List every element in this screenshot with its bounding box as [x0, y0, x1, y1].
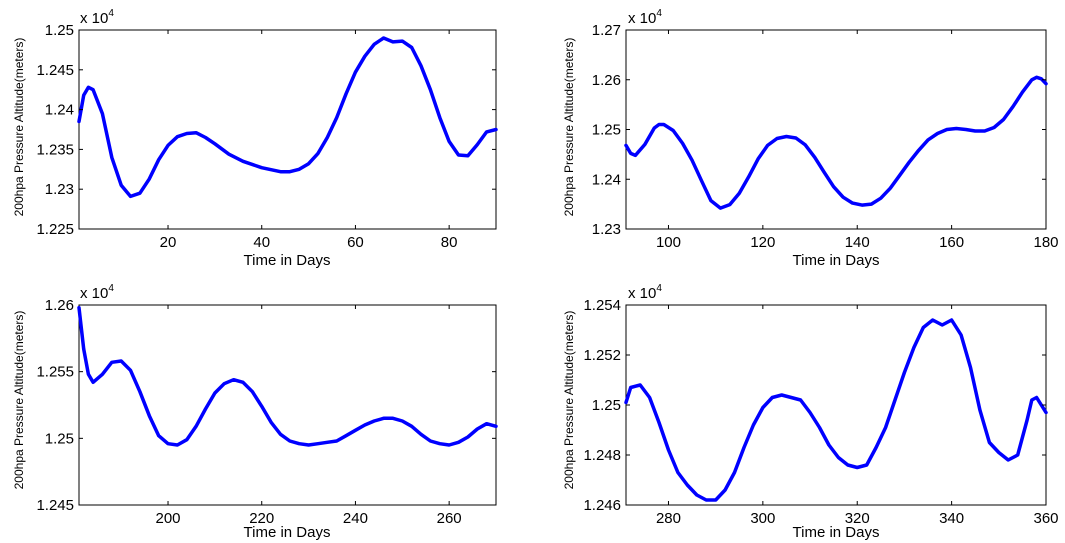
y-tick-label: 1.25 [592, 397, 621, 414]
x-tick-label: 160 [939, 234, 964, 251]
x-tick-label: 200 [156, 510, 181, 527]
x-tick-label: 220 [249, 510, 274, 527]
x-tick-label: 140 [845, 234, 870, 251]
y-multiplier-label: x 104 [80, 283, 114, 302]
x-tick-label: 300 [750, 510, 775, 527]
subplot-day-91-180: x 104 Time in Days 200hpa Pressure Altit… [562, 8, 1059, 269]
y-tick-label: 1.235 [36, 141, 74, 158]
x-axis-label: Time in Days [793, 524, 880, 541]
subplot-day-181-270: x 104 Time in Days 200hpa Pressure Altit… [12, 283, 498, 541]
x-tick-label: 20 [160, 234, 177, 251]
x-tick-label: 100 [656, 234, 681, 251]
x-tick-label: 360 [1033, 510, 1058, 527]
x-tick-label: 240 [343, 510, 368, 527]
x-tick-label: 120 [750, 234, 775, 251]
y-tick-label: 1.254 [583, 297, 621, 314]
x-tick-label: 260 [437, 510, 462, 527]
y-tick-label: 1.245 [36, 497, 74, 514]
y-axis-label: 200hpa Pressure Altitude(meters) [12, 311, 26, 490]
axes-frame [78, 304, 497, 506]
x-axis-label: Time in Days [244, 252, 331, 269]
x-tick-label: 280 [656, 510, 681, 527]
x-tick-label: 80 [441, 234, 458, 251]
y-tick-label: 1.248 [583, 447, 621, 464]
y-axis-label: 200hpa Pressure Altitude(meters) [562, 38, 576, 217]
y-tick-label: 1.246 [583, 497, 621, 514]
y-tick-label: 1.26 [592, 72, 621, 89]
x-tick-label: 180 [1033, 234, 1058, 251]
x-tick-label: 40 [253, 234, 270, 251]
y-axis-label: 200hpa Pressure Altitude(meters) [12, 38, 26, 217]
y-multiplier-label: x 104 [628, 8, 662, 27]
series-line [77, 36, 498, 199]
x-axis-label: Time in Days [244, 524, 331, 541]
x-tick-label: 340 [939, 510, 964, 527]
y-tick-label: 1.225 [36, 221, 74, 238]
y-tick-label: 1.23 [592, 221, 621, 238]
subplot-day-1-90: x 104 Time in Days 200hpa Pressure Altit… [12, 8, 498, 269]
y-tick-label: 1.25 [592, 122, 621, 139]
axes-frame [625, 304, 1047, 506]
x-axis-label: Time in Days [793, 252, 880, 269]
y-tick-label: 1.245 [36, 62, 74, 79]
y-tick-label: 1.26 [45, 297, 74, 314]
x-tick-label: 60 [347, 234, 364, 251]
y-axis-label: 200hpa Pressure Altitude(meters) [562, 311, 576, 490]
y-tick-label: 1.25 [45, 430, 74, 447]
series-line [77, 305, 498, 447]
y-multiplier-label: x 104 [628, 283, 662, 302]
series-line [624, 318, 1048, 502]
y-tick-label: 1.24 [592, 171, 621, 188]
y-tick-label: 1.25 [45, 22, 74, 39]
y-tick-label: 1.255 [36, 364, 74, 381]
axes-frame [78, 29, 497, 230]
y-tick-label: 1.24 [45, 102, 74, 119]
y-tick-label: 1.23 [45, 181, 74, 198]
y-multiplier-label: x 104 [80, 8, 114, 27]
series-line [624, 75, 1048, 210]
x-tick-label: 320 [845, 510, 870, 527]
y-tick-label: 1.27 [592, 22, 621, 39]
subplot-day-271-360: x 104 Time in Days 200hpa Pressure Altit… [562, 283, 1059, 541]
y-tick-label: 1.252 [583, 347, 621, 364]
